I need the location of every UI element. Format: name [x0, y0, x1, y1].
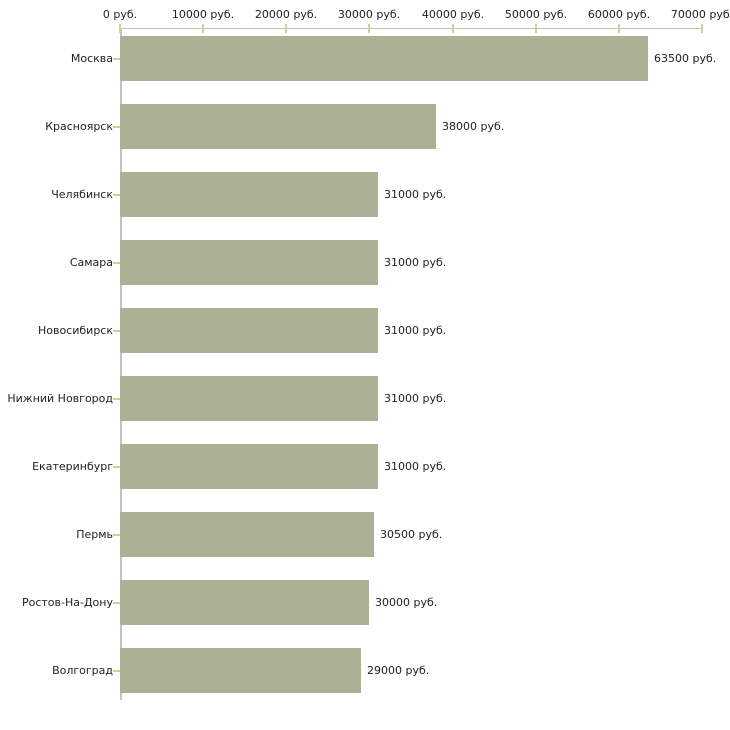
bar: [120, 172, 378, 217]
x-axis-tick-label: 40000 руб.: [421, 8, 485, 21]
category-label: Красноярск: [45, 120, 113, 133]
value-label: 31000 руб.: [384, 256, 447, 269]
value-label: 31000 руб.: [384, 460, 447, 473]
x-axis-tick-label: 70000 руб.: [670, 8, 730, 21]
x-axis-tick: [452, 24, 454, 33]
x-axis-tick: [285, 24, 287, 33]
category-label: Пермь: [76, 528, 113, 541]
x-axis-tick-label: 50000 руб.: [504, 8, 568, 21]
x-axis-tick: [368, 24, 370, 33]
category-label: Челябинск: [51, 188, 113, 201]
bar: [120, 240, 378, 285]
y-axis-tick: [113, 58, 120, 60]
value-label: 31000 руб.: [384, 324, 447, 337]
x-axis-tick: [618, 24, 620, 33]
x-axis-tick-label: 20000 руб.: [254, 8, 318, 21]
bar: [120, 580, 369, 625]
y-axis-tick: [113, 398, 120, 400]
bar: [120, 308, 378, 353]
value-label: 63500 руб.: [654, 52, 717, 65]
x-axis-tick-label: 60000 руб.: [587, 8, 651, 21]
x-axis-tick-label: 30000 руб.: [337, 8, 401, 21]
y-axis-tick: [113, 330, 120, 332]
bar: [120, 444, 378, 489]
y-axis-tick: [113, 602, 120, 604]
y-axis-tick: [113, 126, 120, 128]
value-label: 38000 руб.: [442, 120, 505, 133]
bar: [120, 376, 378, 421]
y-axis-tick: [113, 194, 120, 196]
category-label: Ростов-На-Дону: [21, 596, 113, 609]
bar: [120, 648, 361, 693]
y-axis-tick: [113, 466, 120, 468]
y-axis-tick: [113, 534, 120, 536]
x-axis-tick-label: 0 руб.: [102, 8, 138, 21]
category-label: Волгоград: [52, 664, 113, 677]
bar: [120, 104, 436, 149]
value-label: 31000 руб.: [384, 392, 447, 405]
value-label: 30000 руб.: [375, 596, 438, 609]
category-label: Нижний Новгород: [7, 392, 113, 405]
category-label: Екатеринбург: [32, 460, 113, 473]
x-axis-line: [120, 28, 703, 29]
category-label: Новосибирск: [37, 324, 113, 337]
x-axis-tick: [202, 24, 204, 33]
value-label: 29000 руб.: [367, 664, 430, 677]
x-axis-tick-label: 10000 руб.: [171, 8, 235, 21]
x-axis-tick: [119, 24, 121, 33]
y-axis-tick: [113, 670, 120, 672]
category-label: Самара: [69, 256, 113, 269]
category-label: Москва: [70, 52, 113, 65]
y-axis-line: [120, 28, 122, 700]
value-label: 30500 руб.: [380, 528, 443, 541]
value-label: 31000 руб.: [384, 188, 447, 201]
y-axis-tick: [113, 262, 120, 264]
bar: [120, 512, 374, 557]
bar: [120, 36, 648, 81]
x-axis-tick: [701, 24, 703, 33]
x-axis-tick: [535, 24, 537, 33]
